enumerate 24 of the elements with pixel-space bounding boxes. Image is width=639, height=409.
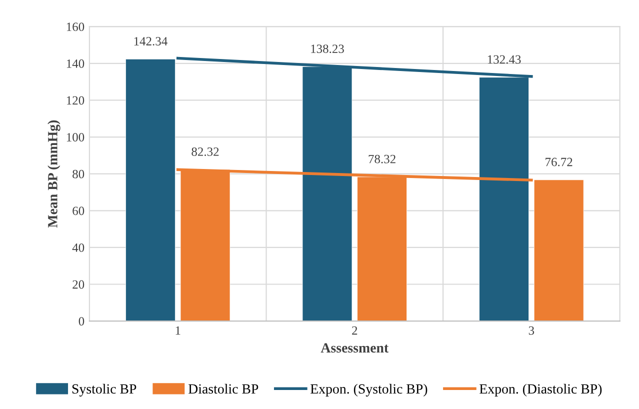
data-label: 138.23: [311, 44, 344, 54]
x-tick-label: 3: [528, 326, 534, 335]
data-label: 82.32: [192, 147, 219, 156]
y-tick-label: 40: [72, 243, 84, 252]
y-axis-title: Mean BP (mmHg): [48, 120, 60, 228]
y-tick-label: 100: [66, 133, 84, 142]
legend-label: Expon. (Diastolic BP): [480, 384, 602, 396]
data-label: 142.34: [134, 37, 168, 46]
x-tick-label: 1: [176, 326, 180, 335]
y-tick-label: 20: [72, 280, 84, 289]
legend-label: Expon. (Systolic BP): [310, 384, 428, 396]
x-axis-title: Assessment: [320, 343, 389, 353]
y-tick-label: 140: [66, 59, 84, 68]
data-label: 76.72: [546, 158, 572, 166]
legend-label: Diastolic BP: [188, 384, 258, 394]
data-label: 78.32: [368, 154, 396, 164]
y-tick-label: 120: [66, 96, 84, 105]
y-tick-label: 60: [72, 206, 84, 216]
data-label: 132.43: [488, 55, 521, 64]
y-tick-label: 0: [78, 317, 84, 326]
y-tick-label: 160: [66, 22, 84, 32]
y-tick-label: 80: [72, 170, 84, 178]
legend-label: Systolic BP: [72, 384, 136, 396]
x-tick-label: 2: [352, 326, 358, 335]
